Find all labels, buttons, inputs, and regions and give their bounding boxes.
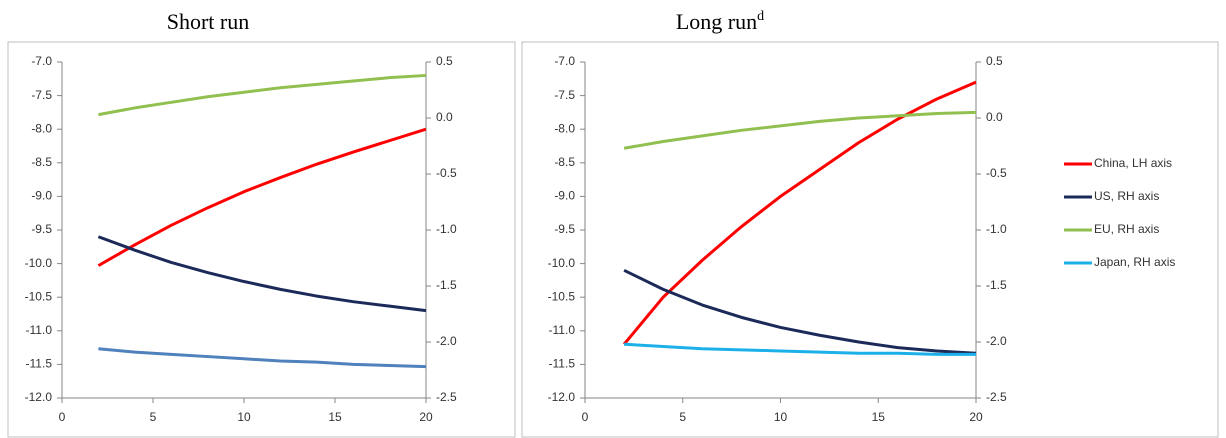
y2-tick-label: -2.0 <box>436 334 457 348</box>
x-tick-label: 0 <box>582 410 589 424</box>
panel-frame <box>521 41 1219 438</box>
x-tick-label: 15 <box>328 410 342 424</box>
chart-title: Long rund <box>676 9 764 34</box>
x-tick-label: 20 <box>969 410 983 424</box>
panel-frame <box>7 41 516 438</box>
y-tick-label: -11.5 <box>26 357 53 371</box>
y-tick-label: -9.0 <box>31 189 52 203</box>
y-tick-label: -8.0 <box>31 121 52 135</box>
chart-title: Short run <box>167 9 250 34</box>
y-tick-label: -11.0 <box>549 323 576 337</box>
y-tick-label: -8.5 <box>554 155 575 169</box>
y2-tick-label: -0.5 <box>436 166 457 180</box>
x-tick-label: 5 <box>679 410 686 424</box>
x-tick-label: 5 <box>150 410 157 424</box>
series-line <box>97 127 427 267</box>
y2-tick-label: -1.0 <box>436 222 457 236</box>
y2-tick-label: -1.5 <box>986 278 1007 292</box>
y-tick-label: -9.0 <box>554 189 575 203</box>
y2-tick-label: -1.0 <box>986 222 1007 236</box>
y-tick-label: -11.5 <box>549 357 576 371</box>
y-tick-label: -10.0 <box>25 256 53 270</box>
y-tick-label: -12.0 <box>25 390 53 404</box>
series-line <box>98 347 427 369</box>
y2-tick-label: -2.5 <box>986 390 1007 404</box>
series-line <box>97 235 427 313</box>
legend-label: China, LH axis <box>1094 156 1172 170</box>
y-tick-label: -8.0 <box>554 121 575 135</box>
series-line <box>623 110 977 150</box>
y2-tick-label: -2.5 <box>436 390 457 404</box>
y-tick-label: -8.5 <box>31 155 52 169</box>
y-tick-label: -11.0 <box>26 323 53 337</box>
y-tick-label: -7.5 <box>554 88 575 102</box>
y-tick-label: -10.5 <box>548 289 576 303</box>
chart-title-superscript: d <box>757 9 764 24</box>
series-line <box>624 342 976 356</box>
y2-tick-label: 0.5 <box>436 54 453 68</box>
y-tick-label: -9.5 <box>31 222 52 236</box>
y-tick-label: -7.0 <box>554 54 575 68</box>
legend-label: EU, RH axis <box>1094 222 1159 236</box>
y2-tick-label: -1.5 <box>436 278 457 292</box>
y-tick-label: -12.0 <box>548 390 576 404</box>
chart-title-text: Short run <box>167 9 250 34</box>
y-tick-label: -10.0 <box>548 256 576 270</box>
y-tick-label: -7.0 <box>31 54 52 68</box>
x-tick-label: 15 <box>872 410 886 424</box>
legend-label: US, RH axis <box>1094 189 1159 203</box>
legend-label: Japan, RH axis <box>1094 255 1175 269</box>
y2-tick-label: 0.5 <box>986 54 1003 68</box>
y-tick-label: -7.5 <box>31 88 52 102</box>
x-tick-label: 10 <box>774 410 788 424</box>
x-tick-label: 0 <box>59 410 66 424</box>
y2-tick-label: -2.0 <box>986 334 1007 348</box>
y2-tick-label: -0.5 <box>986 166 1007 180</box>
x-tick-label: 10 <box>237 410 251 424</box>
y2-tick-label: 0.0 <box>986 110 1003 124</box>
y-tick-label: -9.5 <box>554 222 575 236</box>
chart-title-text: Long run <box>676 9 757 34</box>
y2-tick-label: 0.0 <box>436 110 453 124</box>
y-tick-label: -10.5 <box>25 289 53 303</box>
series-line <box>622 80 977 346</box>
series-line <box>623 268 977 355</box>
series-line <box>98 73 427 117</box>
x-tick-label: 20 <box>419 410 433 424</box>
